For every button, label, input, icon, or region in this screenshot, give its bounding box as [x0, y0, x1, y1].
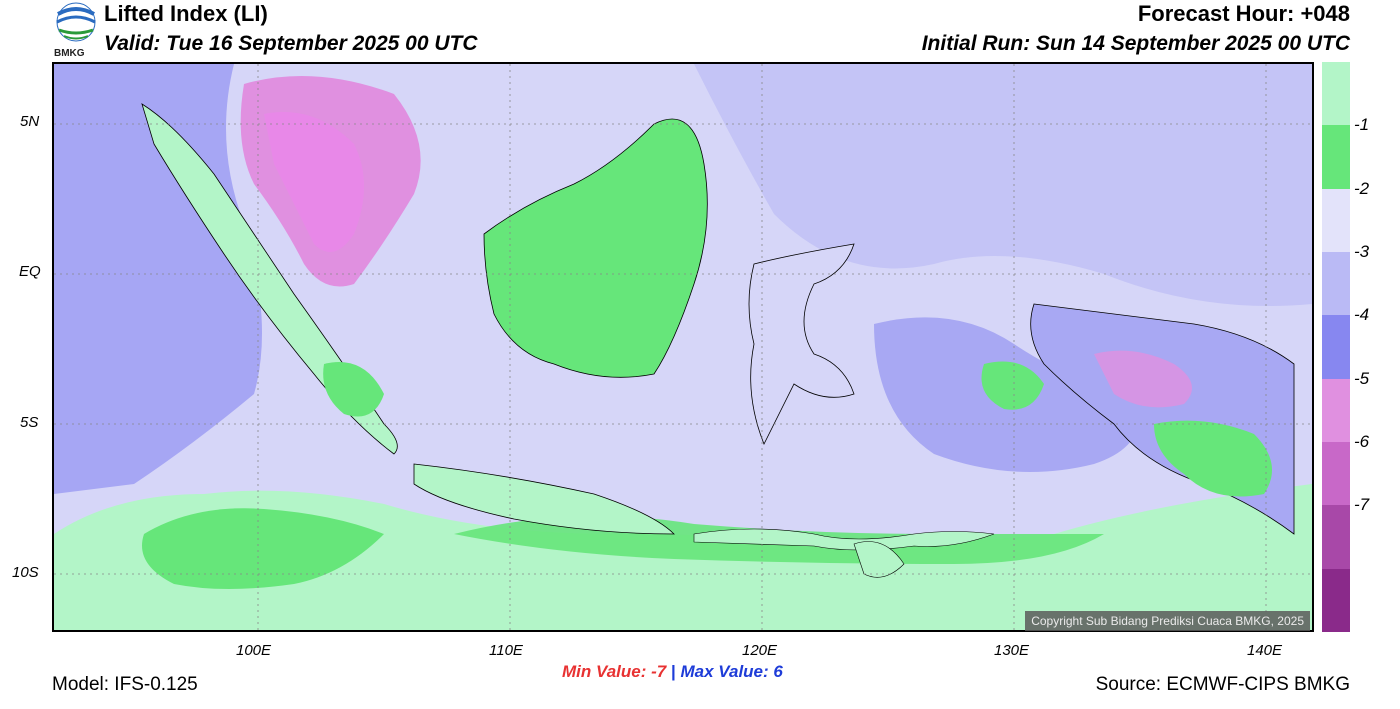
- max-value: 6: [773, 662, 783, 681]
- forecast-hour: Forecast Hour: +048: [1137, 1, 1350, 26]
- legend-swatch: [1322, 315, 1350, 379]
- initial-run: Initial Run: Sun 14 September 2025 00 UT…: [921, 32, 1350, 55]
- bmkg-logo: [52, 2, 100, 60]
- model-label: Model: IFS-0.125: [52, 674, 198, 695]
- legend-swatch: [1322, 442, 1350, 506]
- legend-swatch: [1322, 62, 1350, 126]
- lon-label-120e: 120E: [742, 642, 778, 659]
- legend-swatch: [1322, 188, 1350, 252]
- lon-label-140e: 140E: [1247, 642, 1283, 659]
- lifted-index-map: [54, 64, 1312, 630]
- lat-label-5n: 5N: [20, 113, 40, 130]
- legend-label: -3: [1354, 242, 1370, 261]
- legend-label: -4: [1354, 305, 1370, 325]
- legend-label: -5: [1354, 368, 1370, 388]
- legend-label: -1: [1354, 115, 1370, 135]
- legend-label: -2: [1354, 178, 1370, 198]
- legend-colorbar: [1322, 62, 1350, 632]
- copyright-notice: Copyright Sub Bidang Prediksi Cuaca BMKG…: [1025, 611, 1310, 631]
- legend-label: -6: [1354, 432, 1370, 451]
- map-area[interactable]: [52, 62, 1314, 632]
- legend-swatch: [1322, 378, 1350, 442]
- separator: |: [670, 662, 676, 681]
- max-value-label: Max Value:: [680, 662, 769, 681]
- valid-time: Valid: Tue 16 September 2025 00 UTC: [104, 32, 478, 55]
- min-value: -7: [651, 662, 667, 681]
- lat-label-10s: 10S: [12, 564, 39, 581]
- source-label: Source: ECMWF-CIPS BMKG: [1095, 674, 1350, 695]
- min-max-values: Min Value: -7 | Max Value: 6: [562, 662, 783, 682]
- lon-label-110e: 110E: [489, 642, 523, 659]
- logo-text: BMKG: [54, 48, 85, 59]
- legend-label: -7: [1354, 495, 1370, 515]
- legend-swatch: [1322, 568, 1350, 632]
- lon-label-130e: 130E: [994, 642, 1030, 659]
- min-value-label: Min Value:: [562, 662, 647, 681]
- chart-title: Lifted Index (LI): [104, 1, 268, 26]
- lon-label-100e: 100E: [236, 642, 272, 659]
- legend-swatch: [1322, 125, 1350, 189]
- lat-label-5s: 5S: [20, 414, 39, 431]
- legend-swatch: [1322, 252, 1350, 316]
- legend-swatch: [1322, 505, 1350, 569]
- lat-label-eq: EQ: [19, 263, 41, 280]
